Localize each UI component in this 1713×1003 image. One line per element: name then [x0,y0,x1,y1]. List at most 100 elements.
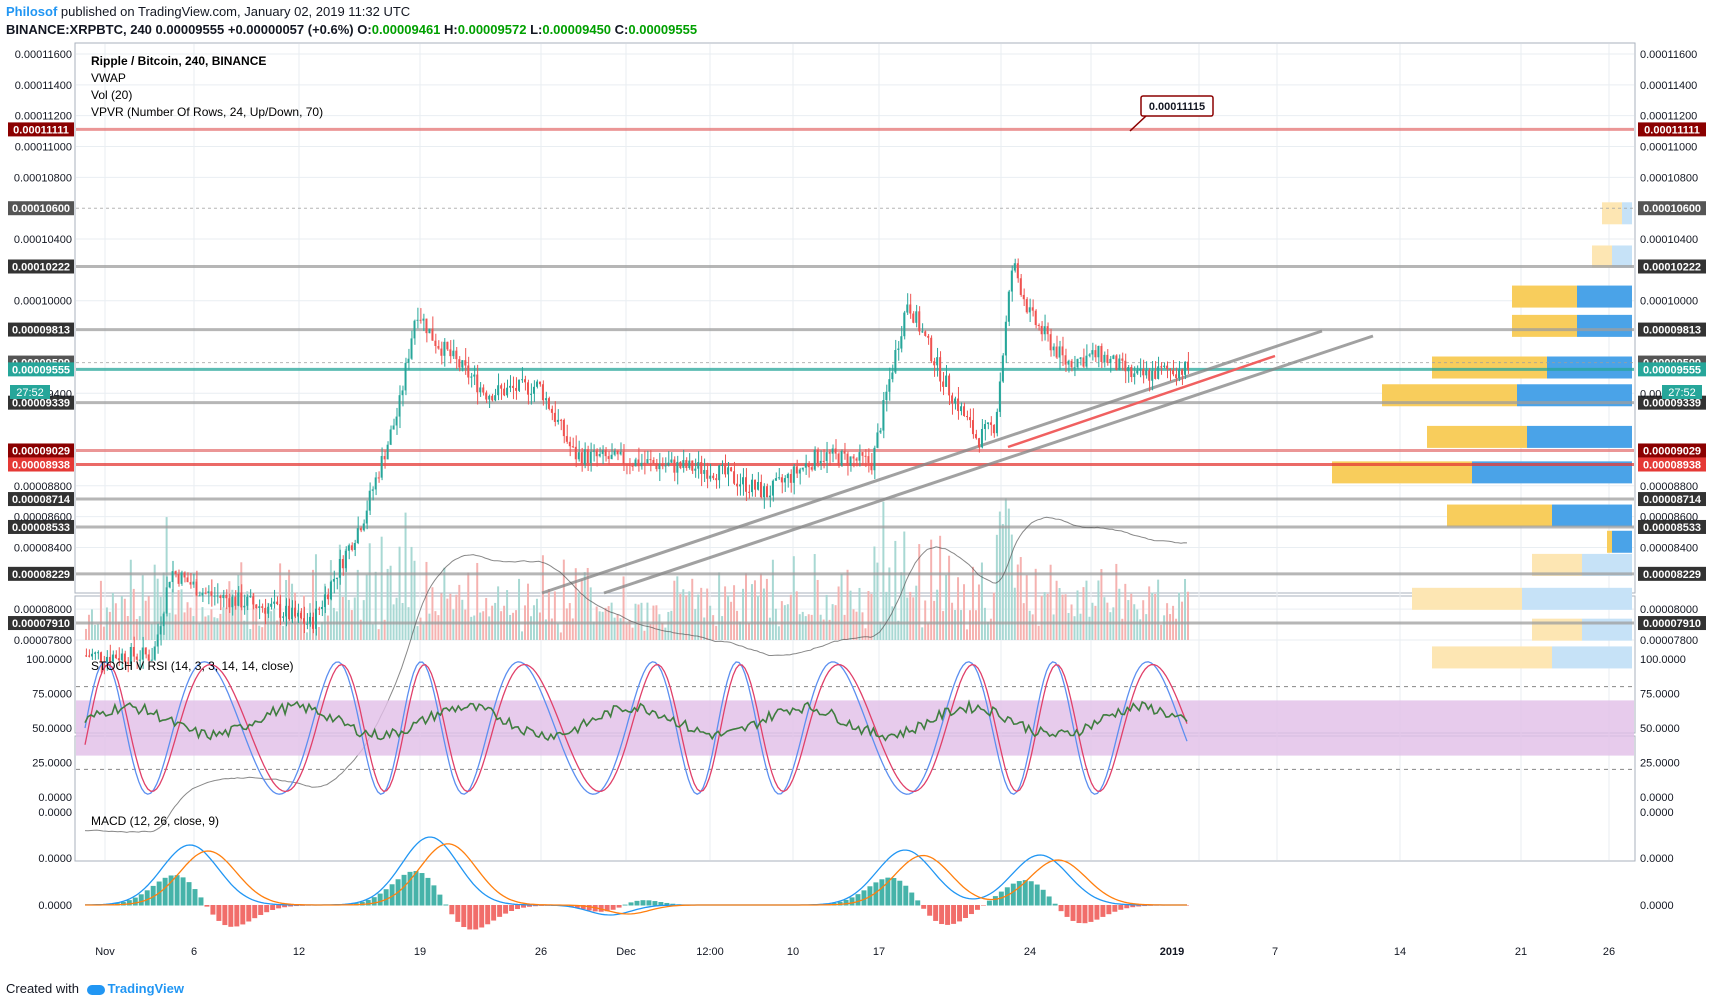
macd-histogram-bar [1076,905,1082,924]
volume-bar [1169,614,1172,640]
macd-histogram-bar [449,905,455,915]
candle-body [906,304,909,313]
level-tag-left [8,259,74,274]
volume-bar [1160,624,1163,640]
volume-bar [1154,593,1157,640]
candle-body [529,393,532,395]
volume-bar [1178,592,1181,640]
stoch-tick-left: 75.0000 [32,689,72,701]
candle-body [344,550,347,569]
volume-bar [338,544,341,640]
volume-bar [619,618,622,640]
author-link[interactable]: Philosof [6,4,58,19]
macd-histogram-bar [951,905,957,924]
volume-bar [1049,564,1052,640]
macd-histogram-bar [377,893,383,906]
candle-body [912,313,915,323]
macd-histogram-bar [1052,903,1058,906]
candle-body [646,459,649,464]
volume-bar [422,624,425,640]
candle-body [488,395,491,400]
volume-bar [598,611,601,640]
candle-body [831,448,834,454]
candle-body [933,361,936,366]
chart-canvas[interactable]: 0.00011111 0.00011111 0.00010600 0.00010600… [0,40,1713,980]
candle-body [380,456,383,478]
macd-histogram-bar [150,885,156,906]
candle-body [1055,346,1058,358]
vpvr-legend: VPVR (Number Of Rows, 24, Up/Down, 70) [91,105,323,119]
volume-bar [936,589,939,640]
volume-bar [192,616,195,640]
volume-bar [858,587,861,640]
volume-bar [855,611,858,640]
time-tick: 19 [414,946,426,958]
volume-bar [267,602,270,640]
macd-histogram-bar [276,905,282,909]
time-axis[interactable]: Nov 6 12 19 26 Dec 12:00 10 17 24 2019 7 14 21 26 [95,946,1615,958]
candle-body [356,528,359,544]
price-axis-left[interactable]: 0.00011600 0.00011400 0.00011200 0.00011000… [14,49,72,912]
candle-body [311,616,314,629]
callout-text: 0.00011115 [1149,101,1205,113]
symbol-line: BINANCE:XRPBTC, 240 0.00009555 +0.000000… [6,22,697,37]
volume-bar [1109,612,1112,640]
volume-bar [574,568,577,640]
volume-bar [810,614,813,640]
vpvr-bar-up [1512,314,1577,337]
candle-body [198,595,201,597]
volume-bar [977,584,980,640]
candle-body [1163,365,1166,367]
level-label-left: 0.00009813 [12,325,70,337]
volume-bar [120,596,123,640]
level-tag-right [1638,395,1706,410]
candle-body [90,653,93,657]
tradingview-brand[interactable]: TradingView [107,981,184,996]
candle-body [942,381,945,387]
macd-histogram-bar [222,905,228,926]
volume-bar [1052,614,1055,640]
macd-histogram-bar [980,905,986,906]
candle-body [1058,346,1061,358]
volume-bar [1043,592,1046,640]
macd-histogram-bar [1028,881,1034,906]
volume-bar [401,603,404,640]
candle-body [801,467,804,470]
candle-body [846,453,849,466]
price-pane[interactable] [74,42,1636,594]
candle-body [604,450,607,457]
candle-body [855,458,858,461]
stoch-tick-left: 25.0000 [32,758,72,770]
volume-bar [963,584,966,640]
macd-histogram-bar [509,905,515,911]
volume-bar [213,617,216,640]
candle-body [521,379,524,381]
volume-bar [616,614,619,640]
volume-bar [721,616,724,640]
candle-body [849,456,852,466]
volume-bar [846,569,849,640]
volume-bar [1025,575,1028,640]
vpvr-bar-down [1577,285,1632,308]
macd-histogram-bar [604,905,610,912]
candle-body [721,464,724,466]
volume-bar [1082,587,1085,640]
volume-bar [353,597,356,640]
candle-body [595,450,598,457]
candle-body [527,382,529,395]
volume-bar [410,546,413,640]
candle-body [416,319,419,321]
candle-body [610,454,613,459]
volume-bar [183,612,186,640]
volume-bar [885,591,888,640]
volume-bar [1121,618,1124,640]
price-axis-right[interactable]: 0.00011600 0.00011400 0.00011200 0.00011000… [1640,49,1698,912]
macd-histogram-bar [921,905,927,909]
candle-body [837,453,840,466]
macd-legend: MACD (12, 26, close, 9) [91,814,219,828]
vpvr-bar-up [1512,285,1577,308]
vpvr-bar-up [1332,461,1472,484]
last-price: 0.00009555 [155,22,225,37]
volume-bar [900,572,903,640]
candle-body [1184,361,1187,375]
